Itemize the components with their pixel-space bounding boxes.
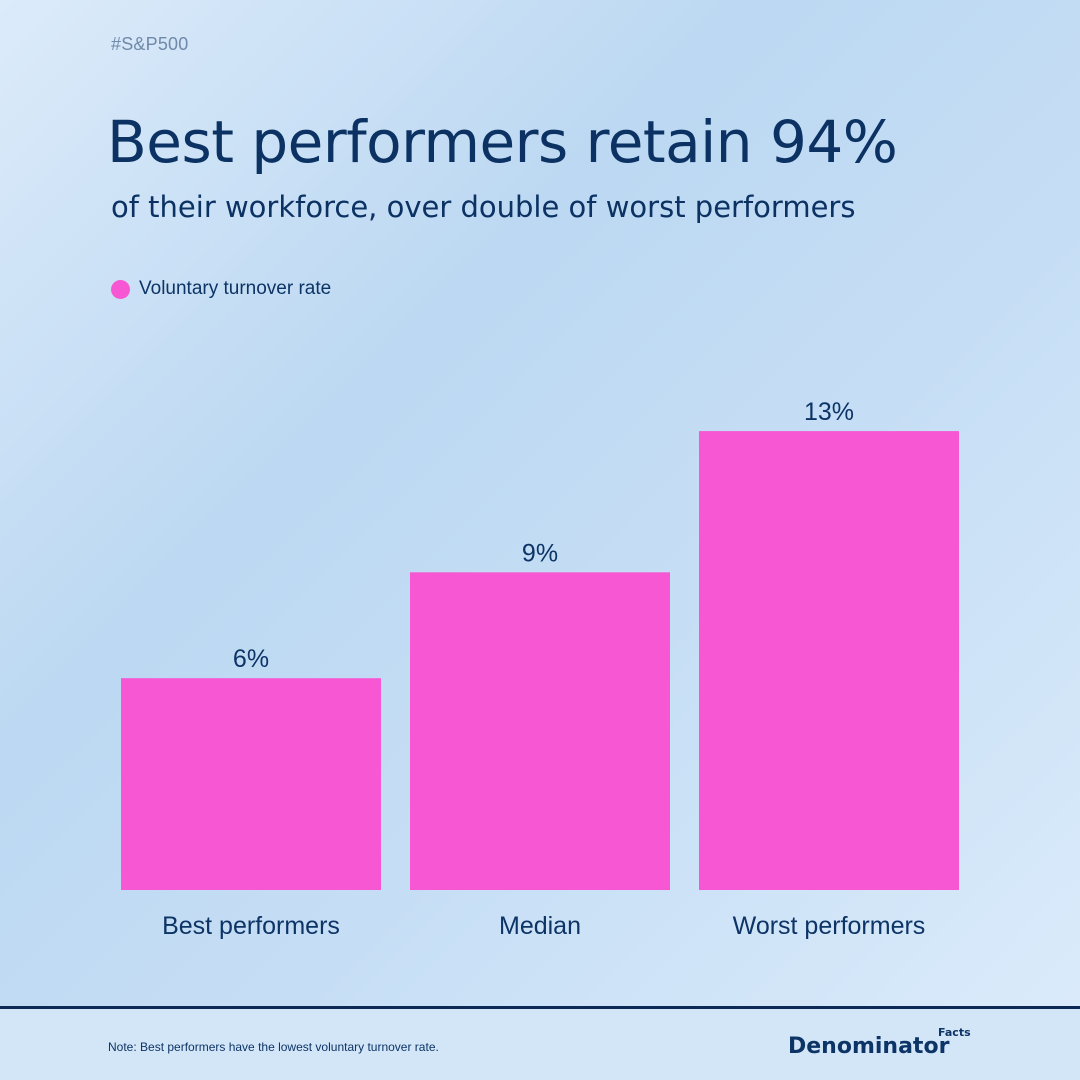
footer-band — [0, 1009, 1080, 1080]
chart-subtitle: of their workforce, over double of worst… — [111, 190, 856, 224]
bar-chart: 6% Best performers 9% Median 13% Worst perfor… — [121, 398, 959, 940]
data-label-worst-performers: 13% — [804, 398, 854, 426]
brand-sub: Facts — [938, 1026, 971, 1039]
hashtag: #S&P500 — [111, 34, 189, 54]
category-label-worst-performers: Worst performers — [733, 912, 926, 940]
category-label-median: Median — [499, 912, 581, 940]
bar-worst-performers — [699, 431, 959, 890]
category-label-best-performers: Best performers — [162, 912, 340, 940]
footer-divider — [0, 1006, 1080, 1009]
bar-median — [410, 572, 670, 890]
data-label-median: 9% — [522, 539, 558, 567]
chart-title: Best performers retain 94% — [107, 108, 898, 176]
legend: Voluntary turnover rate — [111, 278, 331, 300]
bar-best-performers — [121, 678, 381, 890]
brand-logo: Denominator — [788, 1034, 950, 1059]
data-label-best-performers: 6% — [233, 645, 269, 673]
footer-note: Note: Best performers have the lowest vo… — [108, 1040, 439, 1054]
legend-swatch — [111, 279, 130, 299]
legend-label: Voluntary turnover rate — [139, 278, 332, 299]
